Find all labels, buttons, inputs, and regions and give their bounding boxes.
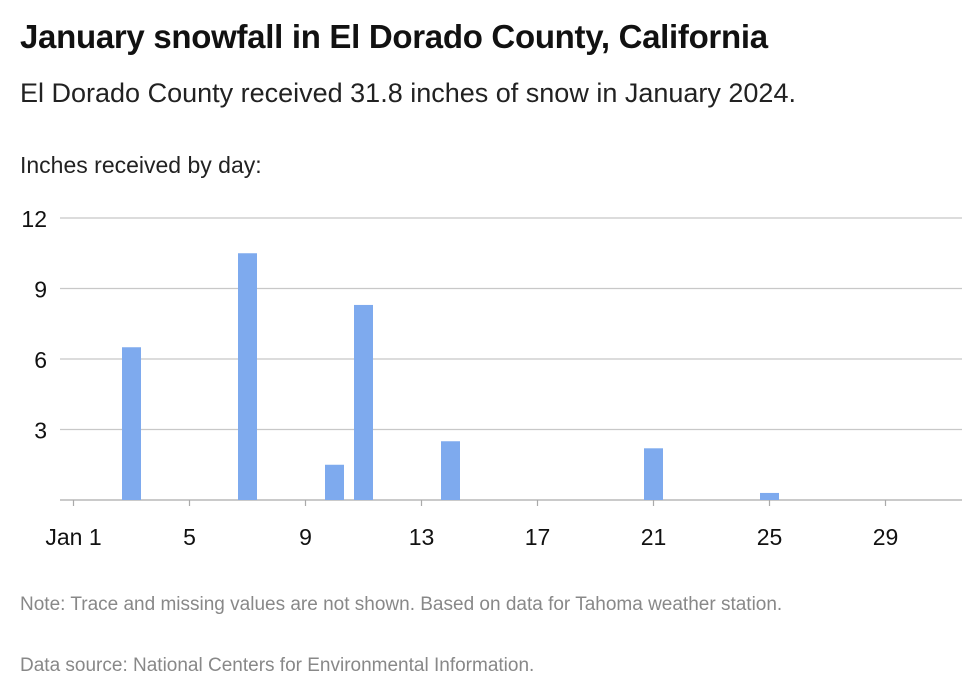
chart-title: January snowfall in El Dorado County, Ca…	[20, 18, 768, 55]
gridlines	[60, 217, 962, 501]
y-tick-label: 6	[34, 347, 47, 373]
x-tick-label: 29	[873, 524, 899, 550]
x-tick-label: 25	[757, 524, 783, 550]
x-tick-label: 17	[525, 524, 551, 550]
x-tick-label: Jan 1	[45, 524, 101, 550]
chart-note: Note: Trace and missing values are not s…	[20, 594, 783, 615]
y-tick-labels: 3 6 9 12	[21, 206, 47, 444]
y-tick-label: 12	[21, 206, 47, 232]
data-source: Data source: National Centers for Enviro…	[20, 655, 535, 676]
x-tick-label: 21	[641, 524, 667, 550]
bar-day-11	[354, 304, 373, 500]
y-tick-label: 9	[34, 277, 47, 303]
bar-day-21	[644, 448, 663, 500]
bar-day-7	[238, 253, 257, 500]
snowfall-bar-chart: 3 6 9 12 Jan 1 5 9 13 17 21 25 29	[21, 206, 962, 550]
chart-subtitle: El Dorado County received 31.8 inches of…	[20, 78, 796, 108]
x-tick-label: 5	[183, 524, 196, 550]
x-tick-label: 9	[299, 524, 312, 550]
y-tick-label: 3	[34, 418, 47, 444]
y-axis-label: Inches received by day:	[20, 152, 262, 178]
bar-day-3	[122, 347, 141, 500]
x-tick-labels: Jan 1 5 9 13 17 21 25 29	[45, 500, 898, 550]
bar-day-25	[760, 492, 779, 500]
bar-day-10	[325, 464, 344, 500]
x-tick-label: 13	[409, 524, 435, 550]
bars	[122, 253, 779, 500]
bar-day-14	[441, 441, 460, 500]
